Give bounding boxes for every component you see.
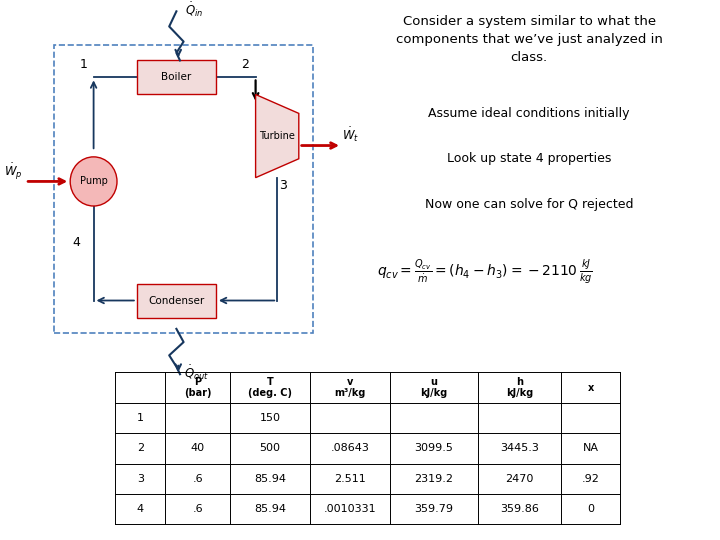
Text: T
(deg. C): T (deg. C) bbox=[248, 377, 292, 399]
Text: 2319.2: 2319.2 bbox=[415, 474, 454, 484]
Text: Turbine: Turbine bbox=[259, 131, 295, 141]
Text: 85.94: 85.94 bbox=[254, 474, 286, 484]
Text: 500: 500 bbox=[260, 443, 281, 454]
Bar bbox=[137, 284, 216, 318]
Text: 1: 1 bbox=[137, 413, 144, 423]
Text: 359.86: 359.86 bbox=[500, 504, 539, 514]
Text: 3: 3 bbox=[279, 179, 287, 192]
Text: v
m³/kg: v m³/kg bbox=[334, 377, 366, 399]
Text: P
(bar): P (bar) bbox=[184, 377, 212, 399]
Text: 150: 150 bbox=[260, 413, 281, 423]
Text: 359.79: 359.79 bbox=[415, 504, 454, 514]
Text: 1: 1 bbox=[79, 58, 87, 71]
Text: .92: .92 bbox=[582, 474, 600, 484]
Text: 4: 4 bbox=[72, 235, 80, 249]
Text: Assume ideal conditions initially: Assume ideal conditions initially bbox=[428, 107, 630, 120]
Text: 3445.3: 3445.3 bbox=[500, 443, 539, 454]
Text: u
kJ/kg: u kJ/kg bbox=[420, 377, 448, 399]
Text: Consider a system similar to what the
components that we’ve just analyzed in
cla: Consider a system similar to what the co… bbox=[396, 15, 662, 64]
Text: $\dot{W}_t$: $\dot{W}_t$ bbox=[342, 125, 359, 144]
Text: 3099.5: 3099.5 bbox=[415, 443, 454, 454]
Text: .6: .6 bbox=[192, 474, 203, 484]
Text: Condenser: Condenser bbox=[148, 295, 204, 306]
Text: Now one can solve for Q rejected: Now one can solve for Q rejected bbox=[425, 198, 634, 211]
Text: x: x bbox=[588, 383, 593, 393]
Text: .0010331: .0010331 bbox=[323, 504, 376, 514]
Text: 2470: 2470 bbox=[505, 474, 534, 484]
Text: 3: 3 bbox=[137, 474, 144, 484]
Bar bbox=[54, 45, 313, 333]
Text: 2: 2 bbox=[241, 58, 249, 71]
Text: 0: 0 bbox=[587, 504, 594, 514]
Text: 2: 2 bbox=[137, 443, 144, 454]
Text: $\dot{Q}_{out}$: $\dot{Q}_{out}$ bbox=[184, 363, 209, 382]
Text: $\dot{W}_p$: $\dot{W}_p$ bbox=[4, 161, 22, 182]
Text: $\dot{Q}_{in}$: $\dot{Q}_{in}$ bbox=[186, 1, 204, 19]
Text: .6: .6 bbox=[192, 504, 203, 514]
Text: 85.94: 85.94 bbox=[254, 504, 286, 514]
Text: 2.511: 2.511 bbox=[334, 474, 366, 484]
Text: 4: 4 bbox=[137, 504, 144, 514]
Text: .08643: .08643 bbox=[330, 443, 369, 454]
Text: 40: 40 bbox=[191, 443, 205, 454]
Text: Boiler: Boiler bbox=[161, 72, 192, 83]
Circle shape bbox=[70, 157, 117, 206]
Text: Pump: Pump bbox=[80, 177, 107, 186]
Bar bbox=[137, 60, 216, 94]
Text: h
kJ/kg: h kJ/kg bbox=[506, 377, 534, 399]
Polygon shape bbox=[256, 94, 299, 178]
Text: Look up state 4 properties: Look up state 4 properties bbox=[447, 152, 611, 165]
Text: NA: NA bbox=[582, 443, 598, 454]
Text: $q_{cv}=\frac{Q_{cv}}{\dot{m}}=(h_4-h_3)=-2110\,\frac{kJ}{kg}$: $q_{cv}=\frac{Q_{cv}}{\dot{m}}=(h_4-h_3)… bbox=[377, 258, 593, 286]
